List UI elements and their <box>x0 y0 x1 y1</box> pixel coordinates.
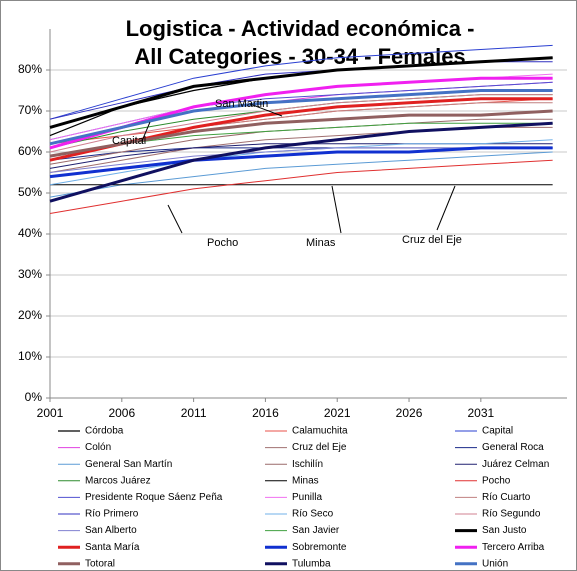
series-line <box>49 109 553 158</box>
legend-label: Pocho <box>482 475 511 486</box>
y-tick-label: 60% <box>18 144 42 158</box>
legend-label: Colón <box>85 442 111 453</box>
legend-label: Santa María <box>85 542 140 553</box>
legend-label: Juárez Celman <box>482 459 549 470</box>
legend-label: Río Seco <box>292 509 334 520</box>
legend-label: Totoral <box>85 558 115 569</box>
annotation: Cruz del Eje <box>402 234 462 246</box>
legend-label: Calamuchita <box>292 426 348 437</box>
y-tick-label: 10% <box>18 349 42 363</box>
legend-label: San Justo <box>482 525 527 536</box>
legend-label: Córdoba <box>85 426 124 437</box>
legend-label: Río Segundo <box>482 509 541 520</box>
legend-label: Capital <box>482 426 513 437</box>
legend-label: Cruz del Eje <box>292 442 347 453</box>
annotation: San Martin <box>215 98 268 110</box>
y-tick-label: 0% <box>25 390 43 404</box>
legend-label: Tulumba <box>292 558 331 569</box>
legend-label: Minas <box>292 475 319 486</box>
legend-label: Sobremonte <box>292 542 347 553</box>
series-line <box>49 151 553 198</box>
legend-label: Presidente Roque Sáenz Peña <box>85 492 223 503</box>
annotation-leader <box>331 185 342 234</box>
chart-title: Logistica - Actividad económica - <box>126 16 475 41</box>
y-tick-label: 40% <box>18 226 42 240</box>
legend-label: San Alberto <box>85 525 137 536</box>
annotation-leader <box>249 103 283 117</box>
x-tick-label: 2026 <box>396 406 423 420</box>
x-tick-label: 2031 <box>467 406 494 420</box>
x-tick-label: 2011 <box>181 406 207 420</box>
series-line <box>49 44 553 120</box>
legend-label: Unión <box>482 558 508 569</box>
annotation-leader <box>167 204 183 234</box>
legend-label: Río Primero <box>85 509 139 520</box>
x-tick-label: 2021 <box>324 406 351 420</box>
series-line <box>49 146 553 179</box>
series-line <box>49 56 553 129</box>
series-line <box>49 121 553 203</box>
x-tick-label: 2001 <box>37 406 64 420</box>
legend-label: Río Cuarto <box>482 492 531 503</box>
legend-label: Ischilín <box>292 459 323 470</box>
annotation-leader <box>436 185 456 231</box>
annotation: Capital <box>112 135 146 147</box>
x-tick-label: 2006 <box>108 406 135 420</box>
series-line <box>49 159 553 214</box>
annotation: Pocho <box>207 237 238 249</box>
y-tick-label: 30% <box>18 267 42 281</box>
y-tick-label: 20% <box>18 308 42 322</box>
x-tick-label: 2016 <box>252 406 279 420</box>
y-tick-label: 80% <box>18 62 42 76</box>
series-line <box>49 89 553 146</box>
legend-label: General Roca <box>482 442 544 453</box>
annotation-leader <box>141 121 151 142</box>
legend-label: Punilla <box>292 492 322 503</box>
series-line <box>49 94 553 153</box>
legend-label: Tercero Arriba <box>482 542 545 553</box>
y-tick-label: 50% <box>18 185 42 199</box>
annotation: Minas <box>306 237 336 249</box>
legend-label: San Javier <box>292 525 340 536</box>
legend-label: General San Martín <box>85 459 172 470</box>
y-tick-label: 70% <box>18 103 42 117</box>
legend-label: Marcos Juárez <box>85 475 151 486</box>
